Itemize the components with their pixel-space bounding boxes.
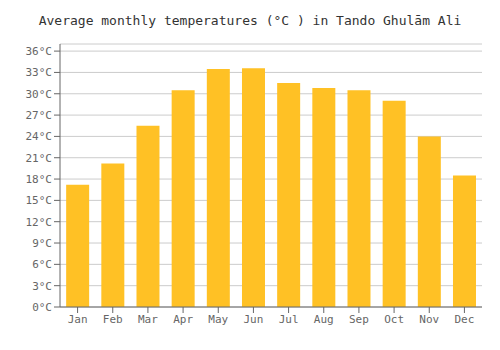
svg-text:24°C: 24°C — [26, 130, 53, 143]
svg-text:9°C: 9°C — [32, 237, 52, 250]
svg-text:Mar: Mar — [138, 313, 158, 326]
svg-text:Apr: Apr — [173, 313, 193, 326]
svg-text:Jul: Jul — [279, 313, 299, 326]
svg-text:18°C: 18°C — [26, 173, 53, 186]
svg-text:Oct: Oct — [384, 313, 404, 326]
svg-text:27°C: 27°C — [26, 109, 53, 122]
svg-text:30°C: 30°C — [26, 88, 53, 101]
svg-text:21°C: 21°C — [26, 152, 53, 165]
svg-text:Nov: Nov — [419, 313, 439, 326]
svg-text:3°C: 3°C — [32, 280, 52, 293]
svg-text:33°C: 33°C — [26, 66, 53, 79]
svg-text:Dec: Dec — [454, 313, 474, 326]
svg-text:Feb: Feb — [103, 313, 123, 326]
svg-text:6°C: 6°C — [32, 258, 52, 271]
svg-text:Aug: Aug — [314, 313, 334, 326]
html-text:Average monthly temperatures (: Average monthly temperatures (°C ) in Ta… — [38, 13, 462, 28]
svg-text:May: May — [208, 313, 228, 326]
svg-text:36°C: 36°C — [26, 45, 53, 58]
svg-text:15°C: 15°C — [26, 194, 53, 207]
svg-text:0°C: 0°C — [32, 301, 52, 314]
svg-text:Jun: Jun — [243, 313, 263, 326]
svg-text:Sep: Sep — [349, 313, 369, 326]
svg-text:Jan: Jan — [68, 313, 88, 326]
svg-text:12°C: 12°C — [26, 216, 53, 229]
